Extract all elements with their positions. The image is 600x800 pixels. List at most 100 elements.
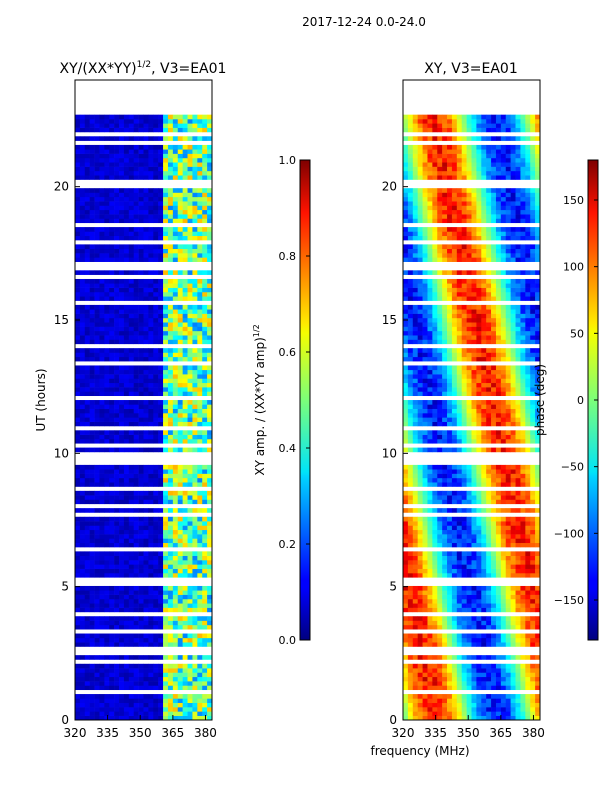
- phase-cell: [520, 378, 526, 384]
- amplitude-cell: [104, 555, 110, 561]
- amplitude-cell: [182, 235, 188, 241]
- amplitude-cell: [79, 322, 86, 327]
- phase-cell: [481, 685, 487, 691]
- phase-cell: [500, 378, 507, 384]
- amplitude-cell: [99, 248, 105, 254]
- amplitude-cell: [148, 572, 154, 578]
- amplitude-cell: [109, 201, 115, 206]
- amplitude-cell: [163, 672, 169, 678]
- amplitude-cell: [109, 166, 115, 172]
- phase-cell: [505, 542, 511, 548]
- phase-cell: [407, 715, 414, 720]
- phase-cell: [456, 413, 463, 418]
- amplitude-cell: [123, 374, 130, 379]
- amplitude-cell: [84, 430, 90, 435]
- phase-cell: [412, 404, 418, 409]
- phase-cell: [530, 365, 536, 371]
- amplitude-cell: [177, 551, 183, 556]
- amplitude-cell: [197, 672, 203, 678]
- phase-cell: [412, 707, 418, 712]
- phase-cell: [476, 685, 482, 691]
- phase-cell: [530, 555, 536, 561]
- phase-cell: [403, 447, 409, 453]
- phase-cell: [442, 637, 448, 643]
- amplitude-cell: [89, 382, 95, 388]
- amplitude-cell: [197, 218, 203, 224]
- amplitude-cell: [84, 296, 90, 301]
- amplitude-cell: [138, 534, 144, 539]
- amplitude-cell: [138, 144, 144, 150]
- phase-cell: [520, 707, 526, 712]
- amplitude-cell: [94, 404, 100, 409]
- phase-cell: [525, 421, 531, 427]
- phase-cell: [535, 473, 540, 479]
- amplitude-cell: [143, 715, 149, 720]
- amplitude-cell: [163, 551, 169, 556]
- amplitude-cell: [104, 681, 110, 686]
- amplitude-cell: [109, 283, 115, 288]
- amplitude-cell: [79, 278, 86, 284]
- amplitude-cell: [79, 304, 86, 310]
- amplitude-cell: [153, 663, 159, 669]
- phase-cell: [466, 624, 472, 630]
- amplitude-cell: [158, 521, 164, 526]
- phase-cell: [520, 655, 526, 660]
- phase-cell: [412, 534, 418, 539]
- phase-cell: [491, 490, 497, 496]
- amplitude-cell: [128, 676, 135, 682]
- amplitude-cell: [143, 538, 149, 544]
- phase-cell: [417, 616, 423, 621]
- amplitude-cell: [163, 283, 169, 288]
- amplitude-cell: [89, 330, 95, 336]
- phase-cell: [481, 676, 487, 682]
- amplitude-cell: [172, 287, 179, 293]
- phase-cell: [451, 603, 458, 608]
- phase-cell: [412, 564, 418, 569]
- phase-cell: [417, 417, 423, 422]
- phase-cell: [442, 560, 448, 565]
- phase-cell: [481, 560, 487, 565]
- amplitude-cell: [109, 620, 115, 626]
- phase-cell: [466, 694, 472, 699]
- phase-cell: [461, 681, 467, 686]
- phase-cell: [520, 413, 526, 418]
- phase-cell: [500, 382, 507, 388]
- phase-cell: [442, 672, 448, 678]
- phase-cell: [481, 698, 487, 704]
- phase-cell: [491, 572, 497, 578]
- amplitude-cell: [104, 685, 110, 691]
- amplitude-cell: [197, 235, 203, 241]
- amplitude-cell: [143, 209, 149, 215]
- amplitude-cell: [172, 387, 179, 392]
- phase-cell: [437, 529, 443, 535]
- amplitude-cell: [138, 624, 144, 630]
- amplitude-cell: [123, 490, 130, 496]
- amplitude-cell: [119, 594, 125, 600]
- amplitude-cell: [109, 317, 115, 323]
- phase-cell: [417, 681, 423, 686]
- amplitude-cell: [128, 672, 135, 678]
- amplitude-cell: [133, 253, 139, 258]
- phase-cell: [422, 369, 428, 375]
- phase-cell: [520, 685, 526, 691]
- amplitude-cell: [104, 616, 110, 621]
- amplitude-cell: [119, 434, 125, 440]
- phase-cell: [427, 663, 433, 669]
- amplitude-cell: [187, 711, 193, 716]
- phase-cell: [491, 382, 497, 388]
- phase-cell: [437, 495, 443, 500]
- phase-cell: [451, 391, 458, 397]
- amplitude-cell: [158, 499, 164, 505]
- phase-cell: [471, 698, 477, 704]
- phase-cell: [520, 560, 526, 565]
- amplitude-cell: [172, 464, 179, 470]
- amplitude-cell: [187, 214, 193, 219]
- amplitude-cell: [133, 464, 139, 470]
- phase-cell: [412, 473, 418, 479]
- amplitude-cell: [114, 209, 120, 215]
- amplitude-cell: [143, 469, 149, 474]
- phase-cell: [491, 473, 497, 479]
- amplitude-cell: [99, 585, 105, 591]
- amplitude-cell: [182, 676, 188, 682]
- amplitude-cell: [133, 201, 139, 206]
